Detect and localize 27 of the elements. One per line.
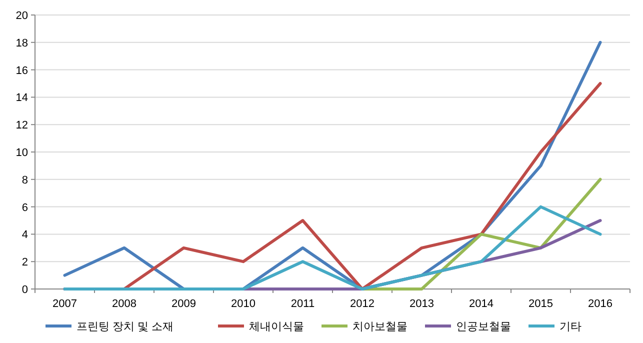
y-tick-label: 8	[22, 174, 28, 186]
x-tick-label: 2007	[52, 298, 77, 310]
y-tick-label: 12	[16, 120, 28, 132]
x-tick-label: 2013	[410, 298, 434, 310]
y-tick-label: 18	[16, 37, 28, 50]
legend-label: 프린팅 장치 및 소재	[76, 321, 174, 333]
legend-label: 기타	[560, 321, 582, 333]
legend-label: 치아보철물	[352, 321, 408, 333]
y-tick-label: 6	[22, 202, 28, 214]
x-tick-label: 2014	[469, 298, 494, 310]
legend-label: 인공보철물	[456, 321, 511, 333]
y-tick-label: 20	[16, 10, 28, 22]
x-tick-label: 2011	[290, 298, 315, 310]
x-tick-label: 2010	[231, 298, 256, 310]
y-tick-label: 0	[22, 284, 28, 296]
y-tick-label: 14	[16, 92, 28, 104]
y-tick-label: 10	[16, 147, 28, 159]
line-series	[63, 205, 602, 290]
y-tick-label: 2	[22, 256, 28, 269]
x-tick-label: 2016	[588, 298, 612, 310]
y-tick-label: 16	[16, 64, 28, 77]
y-tick-label: 4	[22, 229, 28, 242]
x-tick-label: 2015	[528, 298, 553, 310]
x-tick-label: 2012	[350, 298, 374, 310]
legend-label: 체내이식물	[249, 321, 304, 333]
x-tick-label: 2008	[112, 298, 136, 310]
x-tick-label: 2009	[172, 298, 196, 310]
